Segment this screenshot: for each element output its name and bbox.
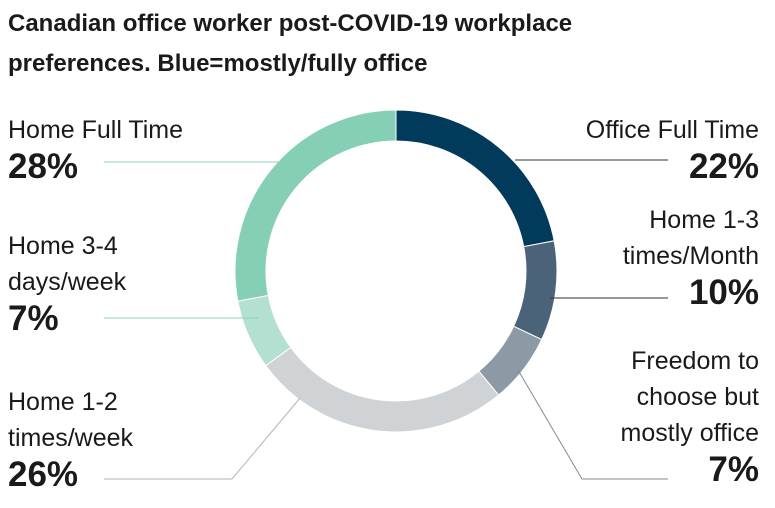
donut-slice-home-1-3-times-month	[512, 240, 558, 341]
donut-slice-office-full-time	[395, 109, 555, 248]
label-home-full-time: Home Full Time 28%	[8, 112, 183, 186]
label-home-1-3-month-value: 10%	[688, 273, 759, 312]
label-home-1-3-month-line1: Home 1-3	[649, 206, 759, 234]
chart-title: Canadian office worker post-COVID-19 wor…	[8, 10, 573, 77]
label-freedom-value: 7%	[708, 450, 759, 489]
label-office-full-time-value: 22%	[688, 147, 759, 186]
donut-slice-home-1-2-times-week	[265, 346, 500, 433]
label-home-1-2-week-line1: Home 1-2	[8, 388, 118, 416]
label-freedom-line1: Freedom to	[631, 347, 759, 375]
label-home-full-time-name: Home Full Time	[8, 116, 184, 144]
label-freedom: Freedom to choose but mostly office 7%	[621, 343, 759, 489]
label-home-1-2-week-line2: times/week	[8, 424, 134, 452]
label-home-1-2-week: Home 1-2 times/week 26%	[8, 384, 133, 494]
label-freedom-line2: choose but	[636, 383, 759, 411]
label-home-1-2-week-value: 26%	[8, 455, 79, 494]
leader-line-freedom	[517, 369, 668, 480]
label-home-3-4-week-value: 7%	[8, 299, 59, 338]
label-home-3-4-week-line1: Home 3-4	[8, 232, 118, 260]
label-home-1-3-month: Home 1-3 times/Month 10%	[623, 202, 759, 312]
label-office-full-time-name: Office Full Time	[585, 116, 759, 144]
label-home-3-4-week-line2: days/week	[8, 268, 127, 296]
label-office-full-time: Office Full Time 22%	[586, 112, 759, 186]
label-home-3-4-week: Home 3-4 days/week 7%	[8, 228, 126, 338]
label-home-1-3-month-line2: times/Month	[622, 242, 759, 270]
label-freedom-line3: mostly office	[620, 419, 759, 447]
donut-slice-home-full-time	[234, 109, 397, 302]
label-home-full-time-value: 28%	[8, 147, 79, 186]
leader-line-home-1-2-week	[104, 397, 301, 480]
